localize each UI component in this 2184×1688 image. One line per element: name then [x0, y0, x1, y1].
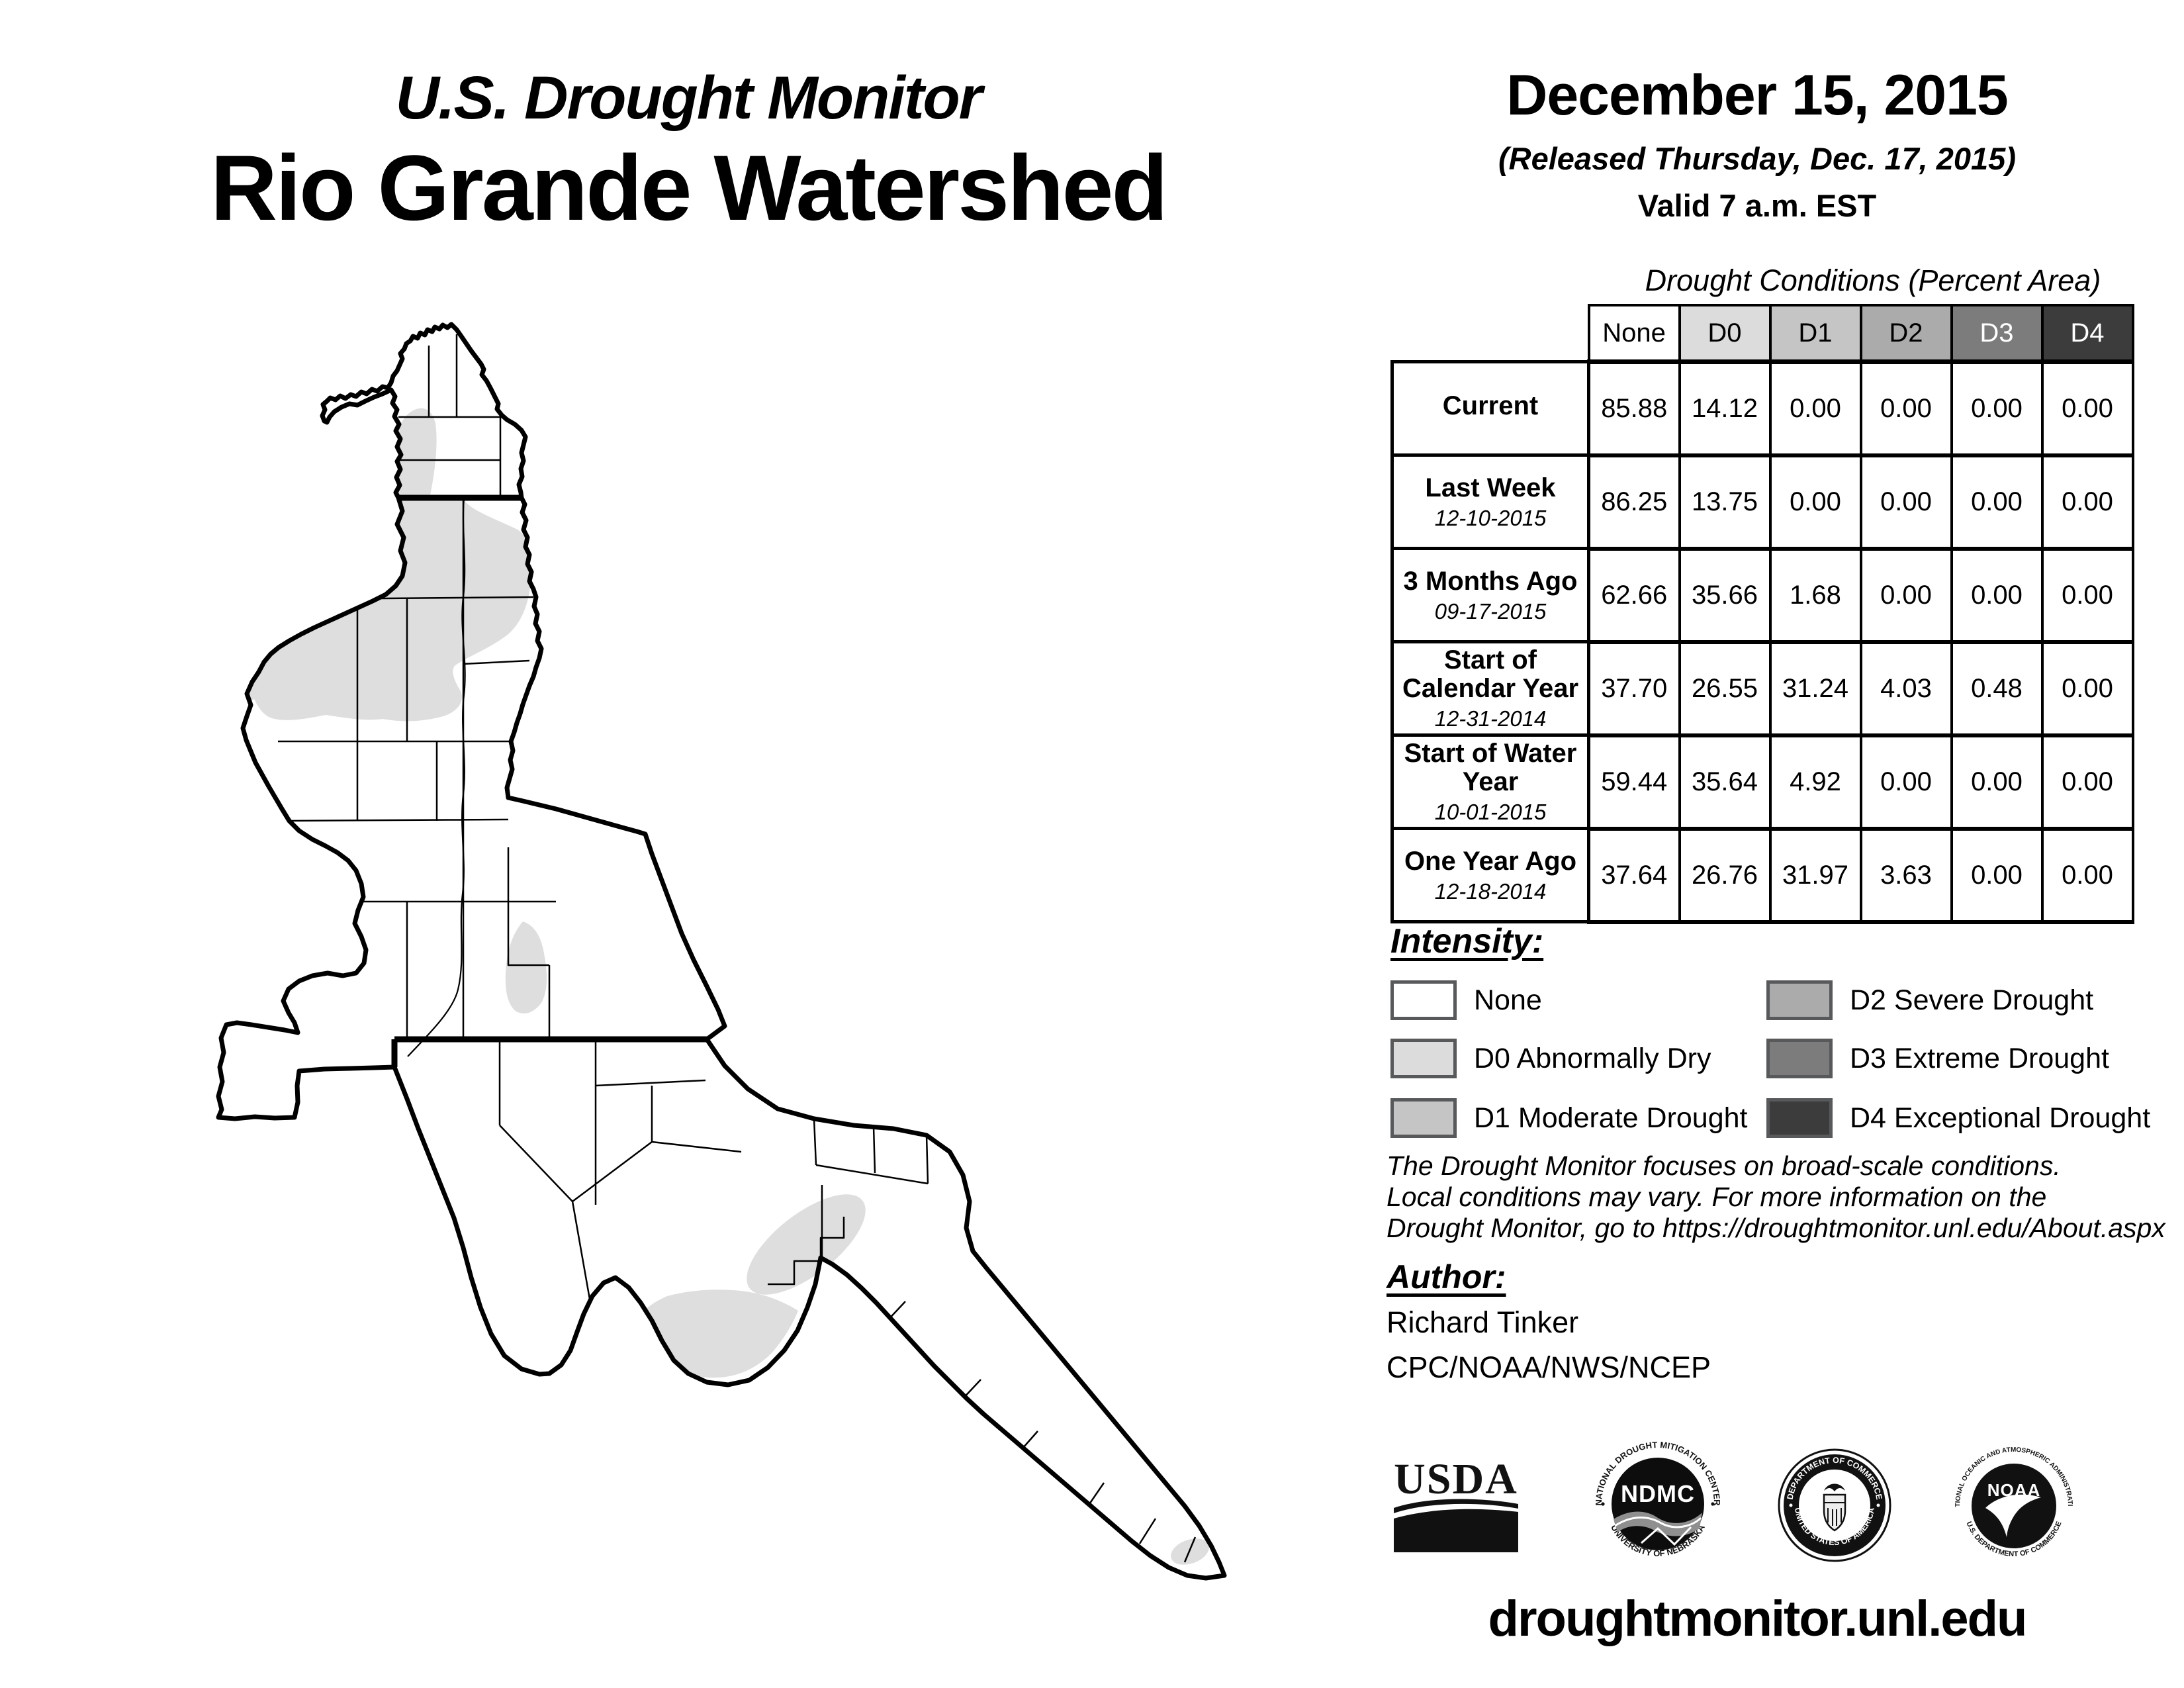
report-title: U.S. Drought Monitor: [395, 64, 983, 132]
cell: 0.00: [2040, 359, 2134, 457]
legend-swatch-none: [1390, 980, 1457, 1020]
map-date: December 15, 2015: [1506, 64, 2009, 127]
d0-area-central-nm: [505, 921, 547, 1014]
cell: 13.75: [1678, 453, 1772, 551]
state-borders: [391, 494, 707, 1067]
cell: 4.03: [1859, 639, 1953, 737]
cell: 85.88: [1587, 359, 1681, 457]
cell: 0.00: [1950, 453, 2044, 551]
cell: 0.00: [2040, 826, 2134, 924]
legend-swatch-d3: [1766, 1039, 1833, 1078]
cell: 31.24: [1768, 639, 1862, 737]
col-header-d4: D4: [2040, 304, 2134, 364]
d0-area-north-nm: [234, 408, 532, 722]
cell: 0.00: [1950, 733, 2044, 831]
cell: 62.66: [1587, 546, 1681, 644]
cell: 0.00: [2040, 639, 2134, 737]
row-label: Start of Calendar Year 12-31-2014: [1390, 640, 1590, 737]
cell: 35.64: [1678, 733, 1772, 831]
svg-text:USDA: USDA: [1394, 1456, 1518, 1503]
release-date: (Released Thursday, Dec. 17, 2015): [1498, 141, 2016, 176]
cell: 35.66: [1678, 546, 1772, 644]
d0-area-west-texas: [747, 1194, 866, 1295]
cell: 0.00: [1768, 453, 1862, 551]
table-row: 3 Months Ago 09-17-2015 62.66 35.66 1.68 …: [1390, 546, 2134, 644]
legend-swatch-d0: [1390, 1039, 1457, 1078]
cell: 0.00: [1859, 359, 1953, 457]
svg-text:NDMC: NDMC: [1621, 1480, 1695, 1507]
row-label: Current: [1390, 360, 1590, 457]
disclaimer-text: The Drought Monitor focuses on broad-sca…: [1387, 1150, 2165, 1243]
cell: 14.12: [1678, 359, 1772, 457]
cell: 0.00: [2040, 453, 2134, 551]
table-row: Current 85.88 14.12 0.00 0.00 0.00 0.00: [1390, 359, 2134, 457]
cell: 0.48: [1950, 639, 2044, 737]
cell: 4.92: [1768, 733, 1862, 831]
table-header-row: None D0 D1 D2 D3 D4: [1392, 304, 2134, 364]
usda-logo: USDA: [1394, 1456, 1518, 1552]
cell: 37.64: [1587, 826, 1681, 924]
cell: 0.00: [2040, 733, 2134, 831]
col-header-d1: D1: [1768, 304, 1862, 364]
table-caption: Drought Conditions (Percent Area): [1645, 263, 2101, 297]
row-label: Start of Water Year 10-01-2015: [1390, 733, 1590, 830]
table-row: Last Week 12-10-2015 86.25 13.75 0.00 0.0…: [1390, 453, 2134, 551]
cell: 26.76: [1678, 826, 1772, 924]
author-name: Richard Tinker: [1387, 1305, 1579, 1339]
drought-conditions-table: None D0 D1 D2 D3 D4 Current 85.88 14.12 …: [1390, 304, 2134, 924]
county-lines: [278, 334, 1197, 1563]
cell: 3.63: [1859, 826, 1953, 924]
d0-shaded-areas: [234, 408, 1209, 1565]
department-of-commerce-seal: DEPARTMENT OF COMMERCE UNITED STATES OF …: [1778, 1448, 1891, 1562]
cell: 0.00: [1950, 826, 2044, 924]
cell: 31.97: [1768, 826, 1862, 924]
row-label: One Year Ago 12-18-2014: [1390, 827, 1590, 923]
valid-time: Valid 7 a.m. EST: [1637, 188, 1877, 223]
cell: 26.55: [1678, 639, 1772, 737]
ndmc-logo: NATIONAL DROUGHT MITIGATION CENTER UNIVE…: [1595, 1441, 1721, 1558]
table-row: Start of Calendar Year 12-31-2014 37.70 2…: [1390, 639, 2134, 737]
author-org: CPC/NOAA/NWS/NCEP: [1387, 1350, 1711, 1384]
noaa-logo: NATIONAL OCEANIC AND ATMOSPHERIC ADMINIS…: [1951, 1443, 2073, 1558]
nm-tx-border: [391, 1036, 707, 1067]
d0-area-south-texas: [983, 1446, 1018, 1477]
cell: 37.70: [1587, 639, 1681, 737]
table-row: One Year Ago 12-18-2014 37.64 26.76 31.97…: [1390, 826, 2134, 924]
legend-swatch-d1: [1390, 1098, 1457, 1138]
cell: 59.44: [1587, 733, 1681, 831]
rio-grande-river: [407, 498, 466, 1057]
cell: 0.00: [1950, 546, 2044, 644]
intensity-heading: Intensity:: [1390, 922, 1544, 961]
col-header-d0: D0: [1678, 304, 1772, 364]
cell: 1.68: [1768, 546, 1862, 644]
table-corner-cell: [1392, 305, 1589, 362]
row-label: 3 Months Ago 09-17-2015: [1390, 547, 1590, 643]
cell: 86.25: [1587, 453, 1681, 551]
region-title: Rio Grande Watershed: [210, 136, 1168, 240]
cell: 0.00: [2040, 546, 2134, 644]
col-header-none: None: [1587, 304, 1681, 364]
cell: 0.00: [1950, 359, 2044, 457]
watershed-outer-boundary: [218, 324, 1224, 1578]
table-row: Start of Water Year 10-01-2015 59.44 35.6…: [1390, 733, 2134, 831]
legend-swatch-d2: [1766, 980, 1833, 1020]
cell: 0.00: [1859, 733, 1953, 831]
legend-swatch-d4: [1766, 1098, 1833, 1138]
col-header-d3: D3: [1950, 304, 2044, 364]
cell: 0.00: [1768, 359, 1862, 457]
row-label: Last Week 12-10-2015: [1390, 453, 1590, 550]
cell: 0.00: [1859, 453, 1953, 551]
cell: 0.00: [1859, 546, 1953, 644]
col-header-d2: D2: [1859, 304, 1953, 364]
author-heading: Author:: [1387, 1258, 1506, 1295]
website-url: droughtmonitor.unl.edu: [1488, 1591, 2028, 1647]
